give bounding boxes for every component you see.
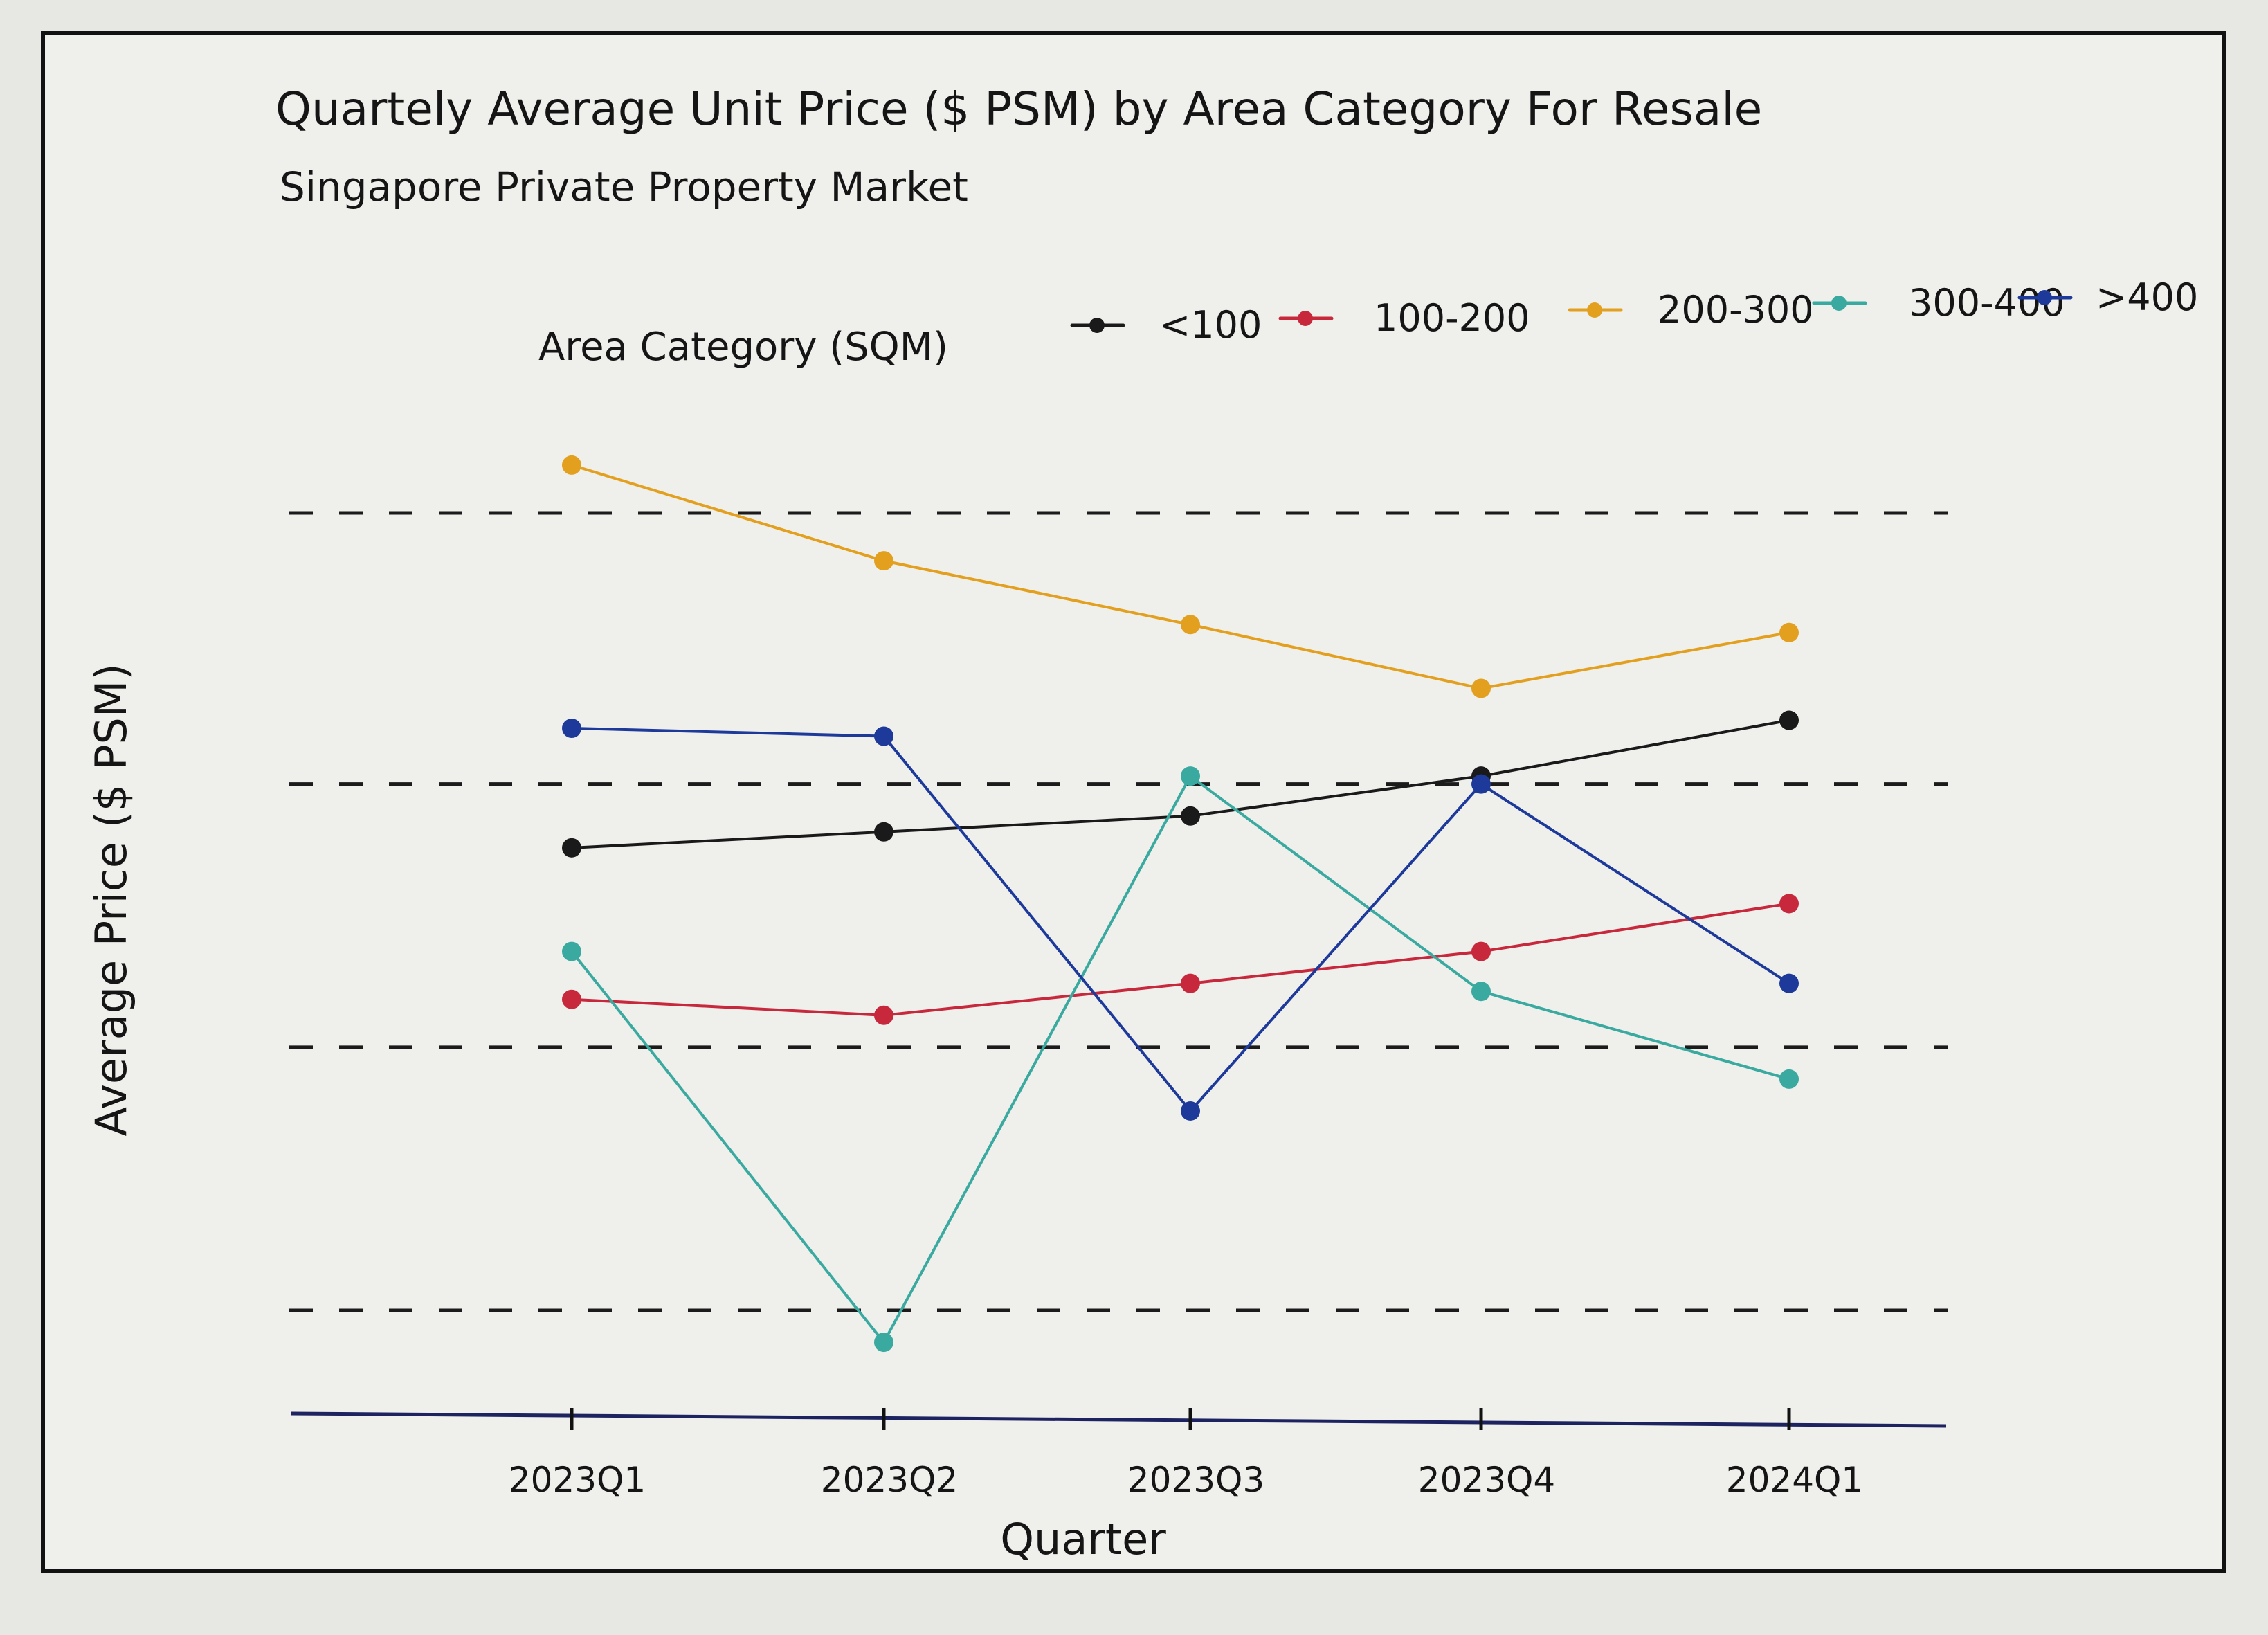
series-point-5-2 — [874, 726, 893, 746]
series-point-2-5 — [1779, 894, 1799, 914]
series-point-2-3 — [1181, 973, 1200, 993]
series-point-5-1 — [562, 719, 581, 739]
series-point-4-3 — [1181, 766, 1200, 786]
series-point-5-4 — [1471, 774, 1491, 794]
series-point-1-2 — [874, 822, 893, 842]
x-tick-label-5: 2024Q1 — [1726, 1460, 1863, 1500]
legend-marker-1 — [1089, 318, 1105, 333]
x-axis-label: Quarter — [1000, 1514, 1166, 1564]
y-axis-label: Average Price ($ PSM) — [86, 663, 136, 1136]
legend-label-1: <100 — [1159, 303, 1262, 347]
chart-legend: <100 100-200 200-300 300-400 >400 — [1070, 275, 2198, 347]
series-point-4-2 — [874, 1333, 893, 1353]
series-point-5-5 — [1779, 973, 1799, 993]
series-point-4-5 — [1779, 1069, 1799, 1089]
series-point-4-4 — [1471, 982, 1491, 1002]
legend-label-5: >400 — [2096, 275, 2198, 319]
plot-series-points — [562, 455, 1799, 1353]
x-tick-label-1: 2023Q1 — [509, 1460, 646, 1500]
series-point-3-3 — [1181, 615, 1200, 635]
legend-marker-4 — [1831, 296, 1847, 311]
series-point-3-2 — [874, 551, 893, 571]
chart-title: Quartely Average Unit Price ($ PSM) by A… — [275, 82, 1762, 136]
x-tick-label-4: 2023Q4 — [1418, 1460, 1555, 1500]
series-point-3-4 — [1471, 678, 1491, 698]
series-point-2-4 — [1471, 941, 1491, 961]
legend-label-3: 200-300 — [1658, 288, 1814, 332]
x-axis-line — [290, 1411, 1947, 1428]
x-tick-label-3: 2023Q3 — [1127, 1460, 1264, 1500]
legend-label-2: 100-200 — [1374, 296, 1530, 340]
series-point-4-1 — [562, 941, 581, 961]
paper-sheet — [41, 31, 2226, 1573]
series-point-2-2 — [874, 1005, 893, 1025]
series-point-3-1 — [562, 455, 581, 475]
series-point-5-3 — [1181, 1101, 1200, 1121]
series-point-2-1 — [562, 989, 581, 1009]
legend-marker-3 — [1587, 302, 1602, 318]
x-tick-label-2: 2023Q2 — [821, 1460, 958, 1500]
chart-subtitle: Singapore Private Property Market — [280, 163, 968, 210]
legend-title: Area Category (SQM) — [538, 325, 948, 370]
series-point-1-3 — [1181, 806, 1200, 826]
x-axis-ticks: 2023Q1 2023Q2 2023Q3 2023Q4 2024Q1 — [509, 1408, 1863, 1500]
legend-marker-2 — [1298, 311, 1313, 326]
series-point-3-5 — [1779, 622, 1799, 642]
legend-marker-5 — [2037, 290, 2052, 305]
series-point-1-5 — [1779, 710, 1799, 730]
series-point-1-1 — [562, 838, 581, 858]
